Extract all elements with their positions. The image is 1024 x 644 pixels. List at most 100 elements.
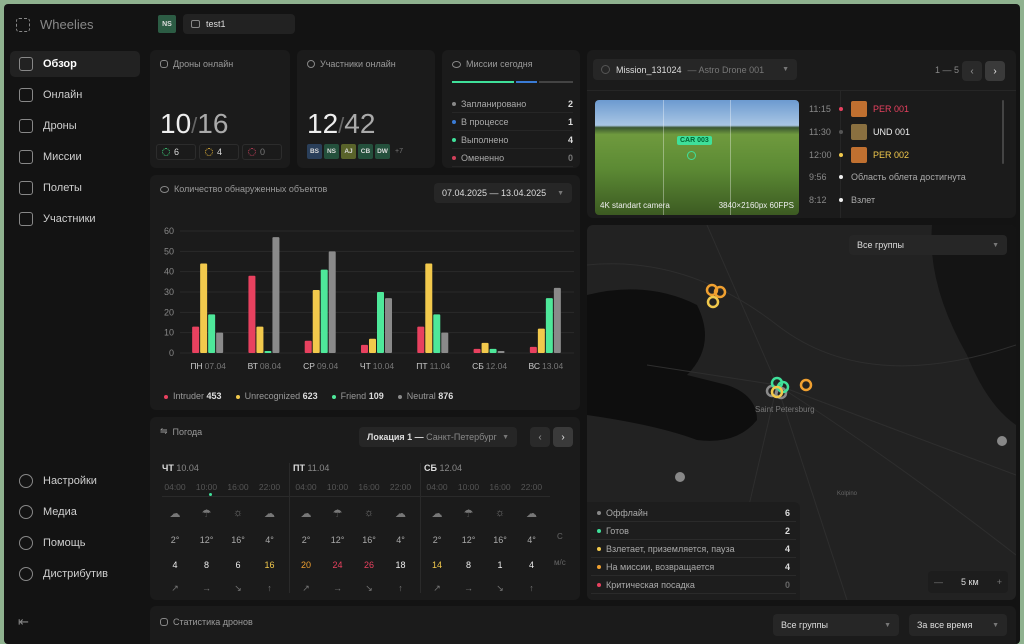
bar-neutral[interactable]	[272, 237, 280, 353]
cloud-icon: ☁	[526, 508, 537, 520]
map-legend-row[interactable]: Оффлайн 6	[591, 504, 796, 522]
user-avatar[interactable]: NS	[158, 15, 176, 33]
y-tick-label: 40	[164, 267, 174, 277]
legend-item[interactable]: Unrecognized 623	[235, 391, 318, 401]
mission-event[interactable]: 9:56 Область облета достигнута	[809, 172, 966, 182]
sidebar-item[interactable]: Обзор	[10, 51, 140, 77]
sidebar-item-label: Миссии	[43, 151, 82, 163]
bar-unrecognized[interactable]	[256, 326, 264, 353]
map-group-select[interactable]: Все группы ▼	[849, 235, 1007, 255]
detection-thumbnail[interactable]	[851, 147, 867, 163]
stats-group-select[interactable]: Все группы ▼	[773, 614, 899, 636]
zoom-out-button[interactable]: —	[934, 577, 943, 587]
bar-neutral[interactable]	[385, 298, 392, 353]
detection-thumbnail[interactable]	[851, 101, 867, 117]
bar-intruder[interactable]	[473, 348, 481, 353]
more-members[interactable]: +7	[395, 148, 403, 155]
next-button[interactable]: ›	[985, 61, 1005, 81]
bar-neutral[interactable]	[328, 251, 336, 353]
avatar[interactable]: NS	[324, 144, 339, 159]
sidebar-item[interactable]: Участники	[10, 206, 140, 232]
bar-friend[interactable]	[377, 292, 384, 353]
avatar[interactable]: AJ	[341, 144, 356, 159]
stats-period-select[interactable]: За все время ▼	[909, 614, 1007, 636]
mission-event[interactable]: 11:30 UND 001	[809, 124, 910, 140]
bar-unrecognized[interactable]	[312, 289, 320, 353]
logo-icon	[16, 17, 30, 32]
bar-intruder[interactable]	[529, 346, 537, 353]
map-legend-row[interactable]: Готов 2	[591, 522, 796, 540]
sidebar-item[interactable]: Дроны	[10, 113, 140, 139]
avatar[interactable]: CB	[358, 144, 373, 159]
bar-intruder[interactable]	[248, 275, 256, 353]
avatar[interactable]: BS	[307, 144, 322, 159]
prev-button[interactable]: ‹	[962, 61, 982, 81]
bar-friend[interactable]	[545, 298, 553, 353]
bar-unrecognized[interactable]	[369, 338, 376, 353]
bar-intruder[interactable]	[417, 326, 425, 353]
drone-video-feed[interactable]: CAR 003 4K standart camera 3840×2160px 6…	[595, 100, 799, 215]
sidebar-item[interactable]: Миссии	[10, 144, 140, 170]
map-legend-row[interactable]: Взлетает, приземляется, пауза 4	[591, 540, 796, 558]
bar-intruder[interactable]	[361, 344, 368, 353]
zoom-in-button[interactable]: +	[996, 577, 1002, 587]
sidebar-item-label: Дроны	[43, 120, 77, 132]
cloud-icon: ☁	[169, 508, 181, 520]
legend-item[interactable]: Friend 109	[331, 391, 384, 401]
mission-event[interactable]: 11:15 PER 001	[809, 101, 909, 117]
bar-friend[interactable]	[264, 350, 272, 353]
map-legend-row[interactable]: На миссии, возвращается 4	[591, 558, 796, 576]
detection-tag[interactable]: CAR 003	[677, 136, 712, 145]
map-legend-row[interactable]: Критическая посадка 0	[591, 576, 796, 594]
scrollbar[interactable]	[1002, 100, 1004, 164]
card-title: Дроны онлайн	[173, 59, 234, 69]
workspace-selector[interactable]: test1	[183, 14, 295, 34]
sidebar-item[interactable]: Онлайн	[10, 82, 140, 108]
sidebar-item-label: Дистрибутив	[43, 568, 108, 580]
bar-intruder[interactable]	[304, 340, 312, 353]
bar-neutral[interactable]	[553, 287, 561, 353]
sidebar-item[interactable]: Дистрибутив	[10, 561, 140, 587]
bar-friend[interactable]	[433, 314, 441, 353]
target-icon	[601, 65, 610, 74]
detection-thumbnail[interactable]	[851, 124, 867, 140]
map-card[interactable]: Saint Petersburg Kolpino Все группы ▼ Офф…	[587, 225, 1016, 600]
bar-unrecognized[interactable]	[425, 263, 433, 353]
mission-status-row: В процессе 1	[452, 113, 573, 131]
legend-item[interactable]: Neutral 876	[397, 391, 453, 401]
bar-neutral[interactable]	[441, 332, 449, 353]
bar-friend[interactable]	[320, 269, 328, 353]
mission-event[interactable]: 12:00 PER 002	[809, 147, 909, 163]
wind-direction-icon: ↗	[302, 583, 310, 593]
sidebar-item[interactable]: Помощь	[10, 530, 140, 556]
drone-stats-card: Статистика дронов Все группы ▼ За все вре…	[150, 606, 1016, 644]
bar-friend[interactable]	[489, 348, 497, 353]
y-tick-label: 10	[164, 328, 174, 338]
wind-direction-icon: ↘	[365, 583, 373, 593]
collapse-sidebar-icon[interactable]: ⇤	[18, 614, 29, 629]
prev-button[interactable]: ‹	[530, 427, 550, 447]
bar-friend[interactable]	[208, 314, 216, 353]
bar-intruder[interactable]	[192, 326, 200, 353]
mission-event[interactable]: 8:12 Взлет	[809, 195, 876, 205]
bar-unrecognized[interactable]	[537, 328, 545, 353]
date-range-select[interactable]: 07.04.2025 — 13.04.2025 ▼	[434, 183, 572, 203]
bar-unrecognized[interactable]	[200, 263, 208, 353]
bar-neutral[interactable]	[216, 332, 224, 353]
members-online-card: Участники онлайн 12/42 BS NS AJ CB DW +7	[297, 50, 435, 168]
map-canvas[interactable]	[587, 225, 1016, 600]
mission-select[interactable]: Mission_131024— Astro Drone 001 ▼	[593, 59, 797, 80]
bar-unrecognized[interactable]	[481, 342, 489, 353]
sidebar-item[interactable]: Медиа	[10, 499, 140, 525]
legend-item[interactable]: Intruder 453	[164, 391, 222, 401]
sidebar-item[interactable]: Полеты	[10, 175, 140, 201]
next-button[interactable]: ›	[553, 427, 573, 447]
weather-day-header: ЧТ 10.04	[162, 463, 199, 473]
location-select[interactable]: Локация 1 — Санкт-Петербург ▼	[359, 427, 517, 447]
rain-icon: ☂	[463, 508, 474, 520]
list-icon	[19, 181, 33, 195]
chevron-down-icon: ▼	[782, 66, 789, 73]
avatar[interactable]: DW	[375, 144, 390, 159]
sidebar-item[interactable]: Настройки	[10, 468, 140, 494]
bar-neutral[interactable]	[497, 350, 505, 353]
